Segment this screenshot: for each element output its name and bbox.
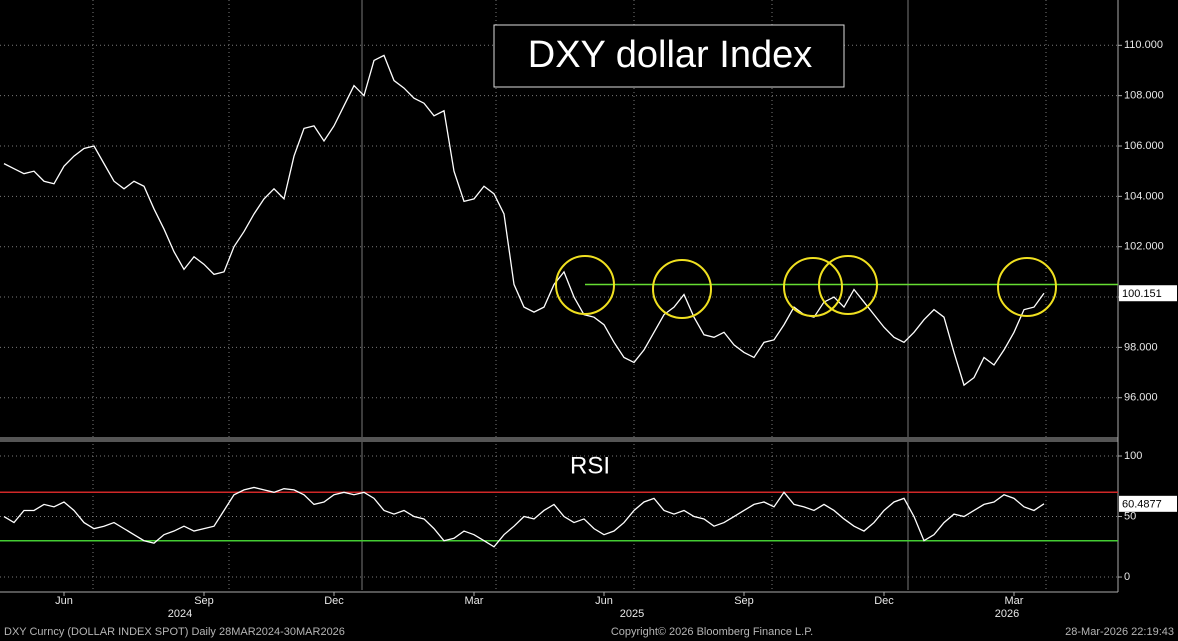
x-year-label: 2026: [995, 608, 1019, 620]
series-line: [3, 486, 1045, 548]
y-tick-label: 102.000: [1124, 241, 1164, 253]
footer-left: DXY Curncy (DOLLAR INDEX SPOT) Daily 28M…: [4, 626, 345, 638]
series-line: [3, 54, 1045, 387]
title-box: [493, 24, 845, 88]
y-tick-label: 106.000: [1124, 140, 1164, 152]
x-tick-label: Dec: [324, 595, 344, 607]
x-tick-label: Dec: [874, 595, 894, 607]
last-value-label: 60.4877: [1122, 499, 1162, 511]
panel-label: RSI: [570, 452, 610, 479]
x-tick-label: Mar: [465, 595, 484, 607]
y-tick-label: 110.000: [1124, 39, 1163, 51]
x-tick-label: Sep: [194, 595, 214, 607]
footer-center: Copyright© 2026 Bloomberg Finance L.P.: [611, 626, 813, 638]
y-tick-label: 50: [1124, 510, 1136, 522]
y-tick-label: 108.000: [1124, 90, 1164, 102]
marks: 96.00098.000100.000102.000104.000106.000…: [0, 39, 1177, 620]
y-tick-label: 100: [1124, 450, 1142, 462]
x-year-label: 2025: [620, 608, 644, 620]
panel-separator: [0, 437, 1118, 442]
y-tick-label: 0: [1124, 571, 1130, 583]
x-tick-label: Jun: [595, 595, 613, 607]
x-tick-label: Mar: [1005, 595, 1024, 607]
highlight-circles: [555, 255, 1057, 319]
highlight-circle: [997, 257, 1057, 317]
x-tick-label: Sep: [734, 595, 754, 607]
last-value-box: [1119, 495, 1177, 512]
x-year-label: 2024: [168, 608, 192, 620]
highlight-circle: [818, 255, 878, 315]
last-value-box: [1119, 285, 1177, 302]
last-value-label: 100.151: [1122, 288, 1162, 300]
footer-bar: [0, 621, 1178, 641]
y-tick-label: 96.000: [1124, 392, 1158, 404]
highlight-circle: [783, 257, 843, 317]
y-tick-label: 98.000: [1124, 341, 1158, 353]
highlight-circle: [652, 259, 712, 319]
y-tick-label: 104.000: [1124, 190, 1164, 202]
highlight-circle: [555, 255, 615, 315]
chart-title: DXY dollar Index: [528, 34, 812, 76]
footer-right: 28-Mar-2026 22:19:43: [1065, 626, 1174, 638]
x-tick-label: Jun: [55, 595, 73, 607]
